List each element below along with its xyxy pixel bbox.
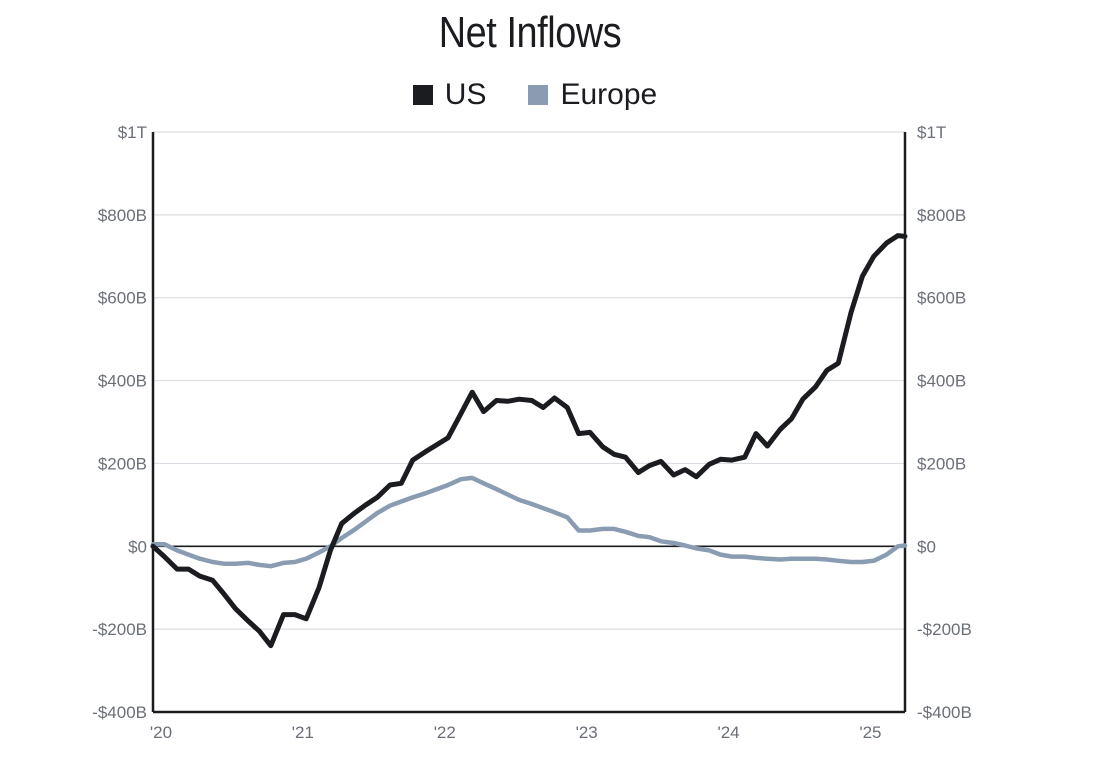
legend-swatch-us [412,85,433,105]
chart-title: Net Inflows [438,8,622,57]
y-tick-label-left: -$200B [92,620,147,639]
y-tick-label-left: $600B [98,289,147,308]
x-tick-label: '21 [292,723,314,742]
x-tick-label: '23 [576,723,598,742]
y-tick-label-left: $200B [98,454,147,473]
y-tick-label-right: $800B [917,206,966,225]
x-tick-label: '24 [717,723,739,742]
legend-label-europe: Europe [560,78,658,111]
y-tick-label-left: $800B [98,206,147,225]
y-tick-label-right: $400B [917,372,966,391]
y-tick-label-left: -$400B [92,703,147,722]
y-tick-label-right: $0 [917,537,936,556]
y-tick-label-right: $1T [917,123,946,142]
series-line-us [150,233,908,649]
y-tick-label-left: $400B [98,372,147,391]
y-tick-label-right: -$400B [917,703,972,722]
y-tick-label-right: $600B [917,289,966,308]
legend-item-us: US [412,78,487,112]
x-tick-label: '22 [434,723,456,742]
y-tick-label-right: -$200B [917,620,972,639]
legend-swatch-europe [528,85,549,105]
y-tick-label-left: $1T [118,123,147,142]
x-tick-label: '25 [859,723,881,742]
legend-item-europe: Europe [528,78,657,112]
y-tick-label-right: $200B [917,454,966,473]
x-tick-label: '20 [150,723,172,742]
y-tick-label-left: $0 [128,537,147,556]
legend: US Europe [0,78,1070,112]
series-line-europe [150,475,908,569]
legend-label-us: US [444,78,487,111]
